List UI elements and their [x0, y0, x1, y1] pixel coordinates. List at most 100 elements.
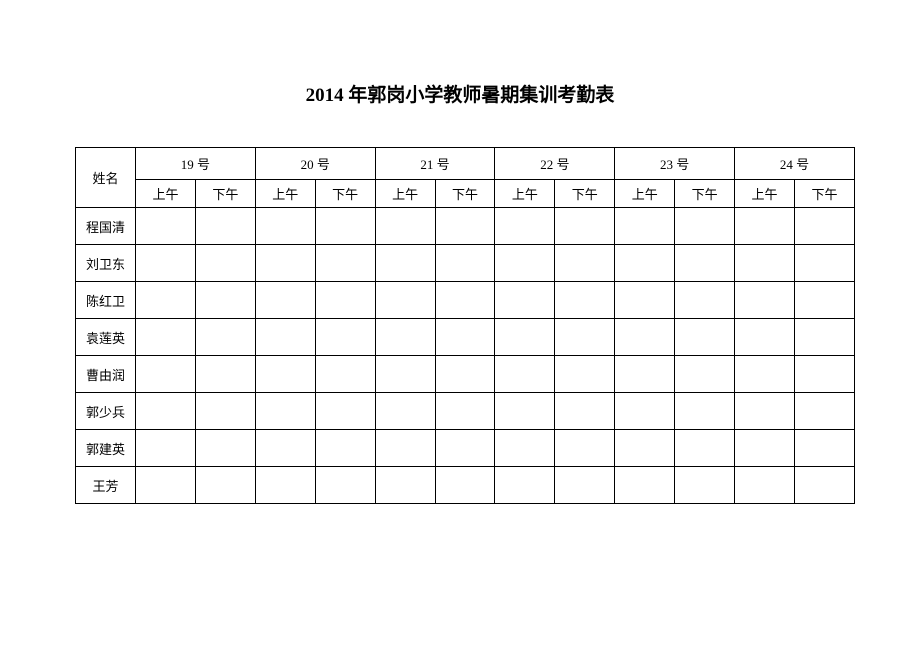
data-cell [794, 430, 854, 467]
data-cell [615, 282, 675, 319]
name-header: 姓名 [76, 148, 136, 208]
data-cell [495, 245, 555, 282]
data-cell [195, 319, 255, 356]
data-cell [315, 467, 375, 504]
data-cell [255, 467, 315, 504]
data-cell [435, 467, 495, 504]
data-cell [675, 208, 735, 245]
data-cell [195, 245, 255, 282]
day-header-0: 19 号 [136, 148, 256, 180]
data-cell [555, 319, 615, 356]
name-cell: 郭少兵 [76, 393, 136, 430]
data-cell [255, 282, 315, 319]
data-cell [375, 319, 435, 356]
name-cell: 程国清 [76, 208, 136, 245]
table-row: 程国清 [76, 208, 855, 245]
data-cell [136, 356, 196, 393]
data-cell [435, 208, 495, 245]
data-cell [735, 245, 795, 282]
name-cell: 王芳 [76, 467, 136, 504]
data-cell [435, 356, 495, 393]
period-am-3: 上午 [495, 180, 555, 208]
data-cell [555, 393, 615, 430]
day-header-5: 24 号 [735, 148, 855, 180]
data-cell [495, 393, 555, 430]
data-cell [675, 393, 735, 430]
period-am-4: 上午 [615, 180, 675, 208]
table-row: 郭少兵 [76, 393, 855, 430]
data-cell [555, 208, 615, 245]
page-title: 2014 年郭岗小学教师暑期集训考勤表 [0, 0, 920, 147]
name-cell: 陈红卫 [76, 282, 136, 319]
data-cell [375, 245, 435, 282]
data-cell [555, 430, 615, 467]
data-cell [136, 245, 196, 282]
table-row: 刘卫东 [76, 245, 855, 282]
period-am-5: 上午 [735, 180, 795, 208]
period-am-1: 上午 [255, 180, 315, 208]
data-cell [675, 356, 735, 393]
data-cell [794, 282, 854, 319]
data-cell [255, 208, 315, 245]
data-cell [615, 467, 675, 504]
period-am-2: 上午 [375, 180, 435, 208]
data-cell [195, 208, 255, 245]
data-cell [255, 245, 315, 282]
data-cell [375, 430, 435, 467]
data-cell [495, 356, 555, 393]
data-cell [794, 393, 854, 430]
period-pm-2: 下午 [435, 180, 495, 208]
period-pm-3: 下午 [555, 180, 615, 208]
data-cell [794, 467, 854, 504]
data-cell [794, 319, 854, 356]
day-header-3: 22 号 [495, 148, 615, 180]
data-cell [495, 430, 555, 467]
data-cell [735, 319, 795, 356]
data-cell [315, 282, 375, 319]
data-cell [255, 430, 315, 467]
data-cell [435, 319, 495, 356]
data-cell [136, 208, 196, 245]
period-pm-1: 下午 [315, 180, 375, 208]
data-cell [555, 245, 615, 282]
table-row: 曹由润 [76, 356, 855, 393]
data-cell [435, 393, 495, 430]
data-cell [255, 319, 315, 356]
data-cell [195, 282, 255, 319]
data-cell [255, 393, 315, 430]
data-cell [495, 282, 555, 319]
data-cell [136, 467, 196, 504]
data-cell [675, 319, 735, 356]
data-cell [495, 319, 555, 356]
data-cell [615, 319, 675, 356]
name-cell: 刘卫东 [76, 245, 136, 282]
data-cell [375, 356, 435, 393]
data-cell [615, 356, 675, 393]
data-cell [794, 208, 854, 245]
data-cell [794, 356, 854, 393]
data-cell [136, 282, 196, 319]
data-cell [495, 208, 555, 245]
data-cell [195, 430, 255, 467]
data-cell [375, 467, 435, 504]
data-cell [435, 282, 495, 319]
data-cell [136, 393, 196, 430]
data-cell [555, 356, 615, 393]
period-pm-5: 下午 [794, 180, 854, 208]
data-cell [195, 356, 255, 393]
table-row: 王芳 [76, 467, 855, 504]
data-cell [675, 430, 735, 467]
data-cell [375, 393, 435, 430]
data-cell [735, 467, 795, 504]
table-row: 袁莲英 [76, 319, 855, 356]
data-cell [495, 467, 555, 504]
data-cell [555, 467, 615, 504]
data-cell [375, 208, 435, 245]
table-row: 郭建英 [76, 430, 855, 467]
day-header-1: 20 号 [255, 148, 375, 180]
data-cell [375, 282, 435, 319]
data-cell [136, 430, 196, 467]
attendance-table: 姓名 19 号 20 号 21 号 22 号 23 号 24 号 上午 下午 上… [75, 147, 855, 504]
data-cell [615, 430, 675, 467]
data-cell [735, 282, 795, 319]
